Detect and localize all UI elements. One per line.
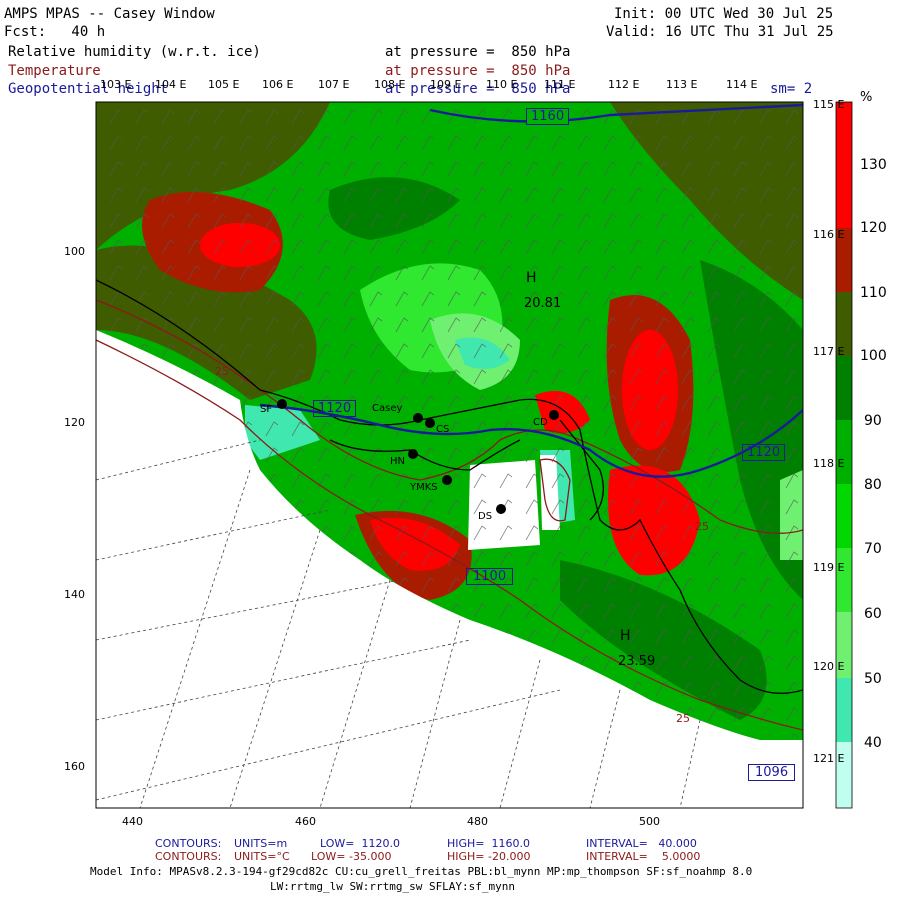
- colorbar-unit: %: [860, 90, 873, 105]
- lon-label-right: 117 E: [813, 345, 845, 358]
- contours2-units: UNITS=°C: [234, 850, 290, 863]
- lon-label-right: 119 E: [813, 561, 845, 574]
- valid-time: Valid: 16 UTC Thu 31 Jul 25: [606, 24, 834, 40]
- model-info: Model Info: MPASv8.2.3-194-gf29cd82c CU:…: [90, 865, 753, 878]
- contours1-low: LOW= 1120.0: [320, 837, 400, 850]
- lon-label: 108 E: [374, 78, 406, 91]
- contours2-low: LOW= -35.000: [311, 850, 392, 863]
- high-value-2: 23.59: [618, 654, 656, 669]
- field1-level: at pressure = 850 hPa: [385, 44, 571, 60]
- init-time: Init: 00 UTC Wed 30 Jul 25: [614, 6, 834, 22]
- contours2-high: HIGH= -20.000: [447, 850, 531, 863]
- x-tick: 500: [639, 815, 660, 828]
- contours1-high: HIGH= 1160.0: [447, 837, 531, 850]
- lon-label: 113 E: [666, 78, 698, 91]
- lon-label: 104 E: [155, 78, 187, 91]
- station-ds: DS: [478, 511, 493, 522]
- contours1-units: UNITS=m: [234, 837, 288, 850]
- colorbar-label: 120: [860, 220, 887, 236]
- x-tick: 460: [295, 815, 316, 828]
- lon-label: 110 E: [486, 78, 518, 91]
- colorbar-label: 90: [864, 413, 882, 429]
- height-contour-label-1100: 1100: [466, 568, 514, 585]
- colorbar-label: 100: [860, 348, 887, 364]
- height-contour-label-1096: 1096: [748, 764, 796, 781]
- high-symbol-1: H: [526, 270, 537, 286]
- field3-name: Geopotential height: [8, 81, 169, 97]
- plot-area: [96, 102, 803, 808]
- contours2-label: CONTOURS:: [155, 850, 222, 863]
- y-tick: 160: [64, 760, 85, 773]
- colorbar-label: 80: [864, 477, 882, 493]
- model-info-2: LW:rrtmg_lw SW:rrtmg_sw SFLAY:sf_mynn: [270, 880, 516, 893]
- lon-label: 103 E: [100, 78, 132, 91]
- field2-name: Temperature: [8, 63, 101, 79]
- forecast-hour: Fcst: 40 h: [4, 24, 106, 40]
- high-symbol-2: H: [620, 628, 631, 644]
- lon-label-right: 121 E: [813, 752, 845, 765]
- station-cd: CD: [533, 417, 548, 428]
- high-value-1: 20.81: [524, 296, 562, 311]
- contours1-label: CONTOURS:: [155, 837, 222, 850]
- field2-level: at pressure = 850 hPa: [385, 63, 571, 79]
- temp-label-2: 25: [695, 520, 709, 533]
- contours2-interval: INTERVAL= 5.0000: [586, 850, 701, 863]
- lon-label-right: 120 E: [813, 660, 845, 673]
- contours1-interval: INTERVAL= 40.000: [586, 837, 697, 850]
- lon-label: 109 E: [430, 78, 462, 91]
- height-contour-label-1160: 1160: [526, 108, 570, 125]
- temp-label-3: 25: [676, 712, 690, 725]
- colorbar-label: 130: [860, 157, 887, 173]
- y-tick: 140: [64, 588, 85, 601]
- height-contour-label-1120-east: 1120: [742, 444, 786, 461]
- lon-label: 105 E: [208, 78, 240, 91]
- temp-label-1: 25: [215, 365, 229, 378]
- station-hn: HN: [390, 456, 405, 467]
- x-tick: 440: [122, 815, 143, 828]
- lon-label-right: 116 E: [813, 228, 845, 241]
- colorbar: [835, 101, 853, 809]
- lon-label: 107 E: [318, 78, 350, 91]
- lon-label: 111 E: [544, 78, 576, 91]
- y-tick: 120: [64, 416, 85, 429]
- plot-title: AMPS MPAS -- Casey Window: [4, 6, 215, 22]
- colorbar-label: 50: [864, 671, 882, 687]
- colorbar-label: 40: [864, 735, 882, 751]
- station-casey: Casey: [372, 403, 403, 414]
- lon-label: 114 E: [726, 78, 758, 91]
- lon-label-right: 118 E: [813, 457, 845, 470]
- lon-label-right: 115 E: [813, 98, 845, 111]
- colorbar-label: 70: [864, 541, 882, 557]
- colorbar-label: 110: [860, 285, 887, 301]
- field3-level: at pressure = 850 hPa: [385, 81, 571, 97]
- field1-name: Relative humidity (w.r.t. ice): [8, 44, 261, 60]
- lon-label: 106 E: [262, 78, 294, 91]
- station-ymks: YMKS: [410, 482, 438, 493]
- station-sf: SF: [260, 404, 273, 415]
- smoothing-label: sm= 2: [770, 81, 813, 97]
- station-cs: CS: [436, 424, 450, 435]
- lon-label: 112 E: [608, 78, 640, 91]
- x-tick: 480: [467, 815, 488, 828]
- y-tick: 100: [64, 245, 85, 258]
- colorbar-label: 60: [864, 606, 882, 622]
- height-contour-label-1120-west: 1120: [313, 400, 357, 417]
